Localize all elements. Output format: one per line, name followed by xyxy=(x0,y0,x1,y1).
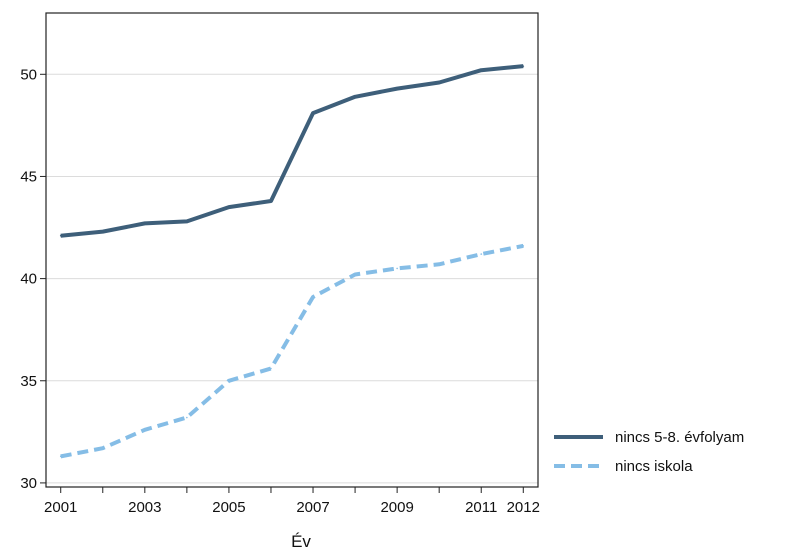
series-1-point xyxy=(144,222,146,225)
x-tick-label: 2009 xyxy=(380,499,413,516)
series-1-point xyxy=(186,220,188,223)
series-2-point xyxy=(144,428,146,431)
x-tick-label: 2012 xyxy=(507,499,540,516)
axes: 30 35 40 45 50 2001 2003 2005 2007 2009 2011 2012 xyxy=(20,66,540,516)
y-tick-label: 40 xyxy=(20,271,37,288)
x-tick-label: 2007 xyxy=(296,499,329,516)
legend-label-1: nincs 5-8. évfolyam xyxy=(615,429,744,446)
y-tick-label: 45 xyxy=(20,168,37,185)
series-1-point xyxy=(312,112,314,114)
x-tick-label: 2011 xyxy=(465,499,497,516)
series-1-point xyxy=(270,200,272,202)
series-2-point xyxy=(101,447,104,449)
y-tick-label: 30 xyxy=(20,475,37,492)
y-tick-label: 50 xyxy=(20,66,37,83)
x-tick-label: 2005 xyxy=(212,499,245,516)
series-2-point xyxy=(228,379,230,382)
legend-label-2: nincs iskola xyxy=(615,458,693,475)
series-1-point xyxy=(438,81,440,84)
series-1-point xyxy=(101,230,104,233)
series-2-point xyxy=(480,253,483,255)
series-2-point xyxy=(270,367,272,370)
series-2-point xyxy=(354,273,356,276)
series-line-1 xyxy=(60,64,524,238)
x-tick-label: 2001 xyxy=(44,499,77,516)
x-tick-label: 2003 xyxy=(128,499,161,516)
series-2-point xyxy=(312,296,314,298)
y-tick-label: 35 xyxy=(20,373,37,390)
series-2-point xyxy=(438,263,440,266)
series-1-point xyxy=(480,69,483,72)
series-2-point xyxy=(59,455,62,458)
series-1-point xyxy=(59,234,62,237)
x-axis-title: Év xyxy=(291,532,311,550)
series-1-point xyxy=(228,206,230,208)
series-line-2 xyxy=(60,243,524,459)
series-2-point xyxy=(396,267,398,270)
series-1-point xyxy=(522,65,525,67)
series-2-point xyxy=(186,416,188,419)
gridlines xyxy=(46,73,538,484)
series-lines xyxy=(59,64,525,459)
plot-frame xyxy=(45,12,539,488)
series-1-point xyxy=(396,87,398,90)
series-1-point xyxy=(354,95,356,98)
legend: nincs 5-8. évfolyam nincs iskola xyxy=(554,429,744,475)
series-2-point xyxy=(522,245,525,247)
